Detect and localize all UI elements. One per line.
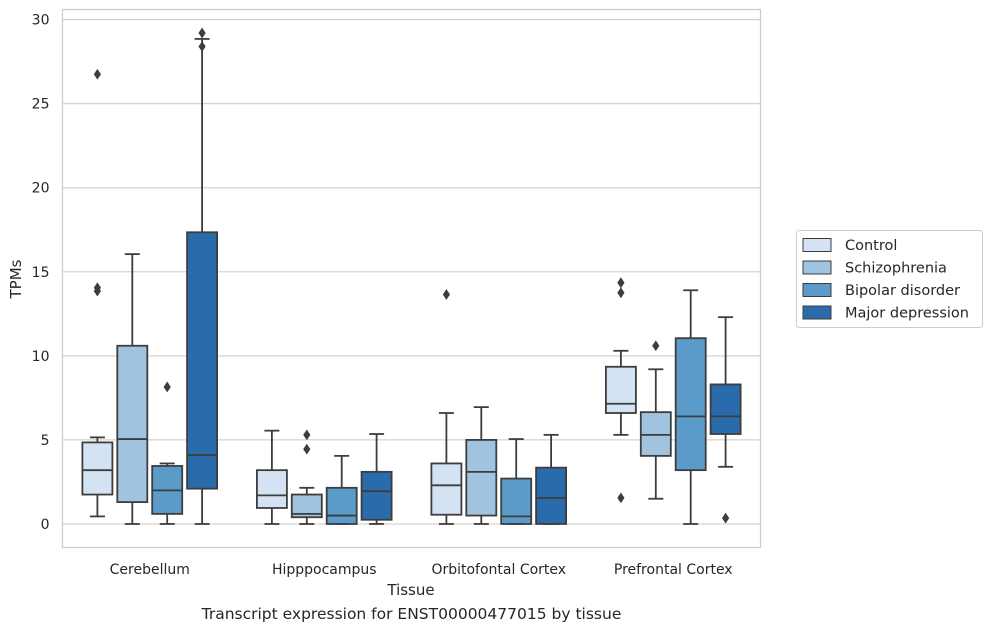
outlier-point: [303, 429, 311, 441]
outlier-point: [617, 492, 625, 504]
x-tick-label: Orbitofontal Cortex: [431, 562, 566, 578]
outlier-point: [617, 287, 625, 299]
y-tick-label: 25: [32, 97, 50, 113]
box-bipolar-disorder: [674, 289, 707, 525]
legend-frame: [796, 230, 983, 328]
box-iqr: [430, 462, 463, 516]
box-iqr: [325, 486, 358, 525]
box-control: [81, 68, 114, 518]
box-iqr: [604, 365, 637, 414]
box-schizophrenia: [116, 253, 149, 525]
outlier-point: [442, 289, 450, 300]
box-iqr: [81, 441, 114, 496]
box-iqr: [116, 344, 149, 504]
box-iqr: [186, 231, 219, 490]
y-tick-label: 20: [32, 181, 50, 197]
legend-swatch: [802, 283, 832, 297]
box-bipolar-disorder: [151, 381, 184, 525]
outlier-point: [617, 277, 625, 289]
legend: Control Schizophrenia Bipolar disorder Majo…: [796, 230, 983, 328]
outlier-point: [652, 340, 660, 352]
x-axis-label: Tissue: [386, 581, 434, 599]
legend-label: Control: [845, 238, 897, 254]
y-tick-label: 30: [32, 13, 50, 29]
box-schizophrenia: [639, 340, 672, 500]
x-tick-label: Cerebellum: [110, 562, 190, 578]
y-tick-label: 0: [41, 517, 50, 533]
box-bipolar-disorder: [500, 438, 533, 525]
plot-frame: [61, 8, 762, 549]
legend-label: Schizophrenia: [845, 261, 947, 277]
outlier-point: [163, 381, 171, 393]
x-tick-labels: Cerebellum Hipppocampus Orbitofontal Corte…: [110, 562, 733, 578]
box-major-depression: [360, 433, 393, 525]
box-layer: [81, 27, 742, 525]
outlier-point: [303, 443, 311, 455]
box-control: [430, 289, 463, 525]
box-iqr: [255, 469, 288, 509]
box-control: [255, 429, 288, 525]
box-major-depression: [709, 316, 742, 524]
box-bipolar-disorder: [325, 454, 358, 525]
y-axis-label: TPMs: [7, 259, 25, 299]
box-major-depression: [186, 27, 219, 525]
legend-label: Bipolar disorder: [845, 283, 960, 299]
box-major-depression: [535, 433, 568, 525]
outlier-point: [93, 282, 101, 294]
box-schizophrenia: [465, 406, 498, 525]
outlier-point: [198, 41, 206, 52]
box-iqr: [535, 466, 568, 525]
box-iqr: [465, 438, 498, 517]
outlier-point: [93, 68, 101, 80]
figure-caption: Transcript expression for ENST0000047701…: [201, 605, 622, 623]
box-iqr: [360, 470, 393, 521]
box-iqr: [709, 383, 742, 435]
x-tick-label: Hipppocampus: [272, 562, 377, 578]
x-tick-label: Prefrontal Cortex: [614, 562, 733, 578]
box-iqr: [674, 337, 707, 472]
legend-label: Major depression: [845, 306, 969, 322]
legend-swatch: [802, 260, 832, 275]
grid-lines: [62, 18, 761, 525]
y-tick-label: 5: [41, 433, 50, 449]
y-tick-labels: 0 5 10 15 20 25 30: [32, 13, 50, 533]
legend-swatch: [802, 305, 832, 320]
y-tick-label: 15: [32, 265, 50, 281]
box-schizophrenia: [290, 429, 323, 525]
legend-swatch: [802, 238, 832, 252]
outlier-point: [722, 512, 730, 524]
outlier-point: [198, 27, 206, 39]
box-iqr: [290, 493, 323, 519]
box-control: [604, 277, 637, 504]
y-tick-label: 10: [32, 349, 50, 365]
